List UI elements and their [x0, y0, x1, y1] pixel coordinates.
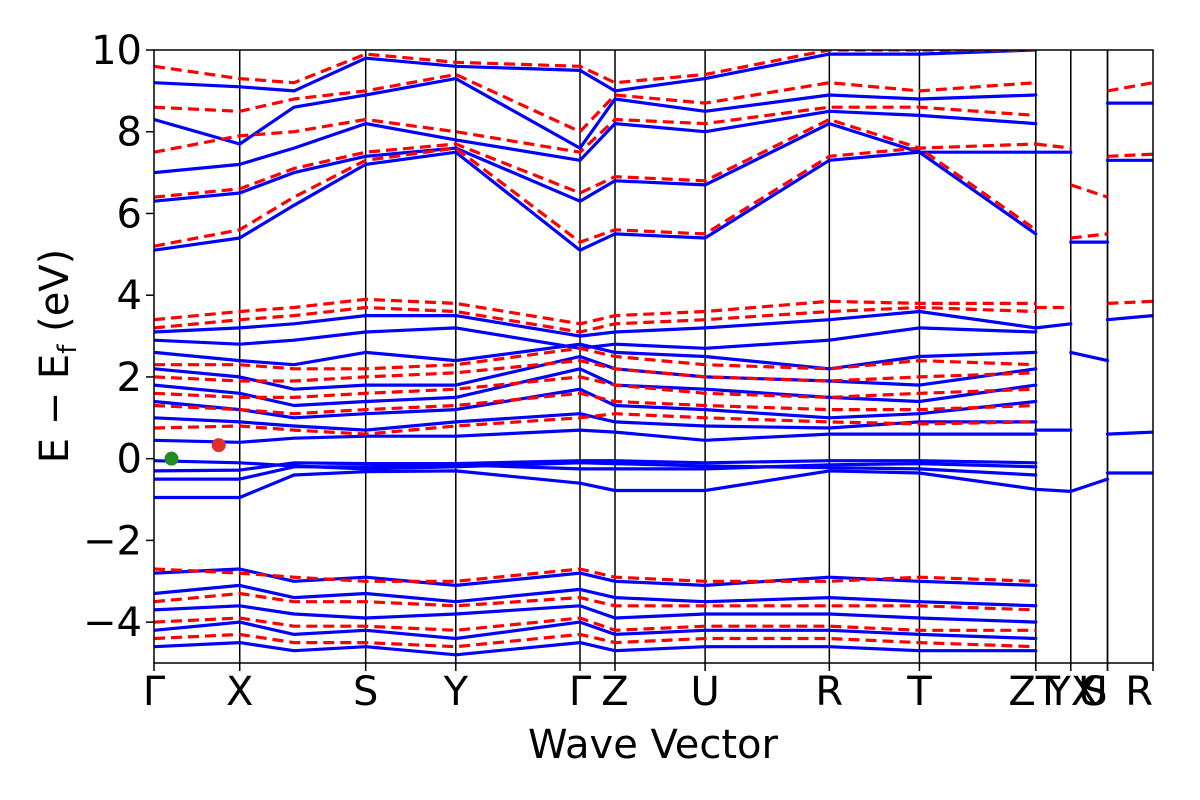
- band-line-dashed: [154, 50, 1036, 85]
- band-line-dashed: [154, 146, 1037, 248]
- band-line-solid: [154, 367, 1038, 408]
- y-tick-label: 6: [117, 191, 142, 237]
- band-line-solid: [1105, 430, 1153, 436]
- markers: [164, 438, 226, 466]
- band-line-solid: [154, 342, 1038, 371]
- y-tick-label: 0: [117, 437, 142, 483]
- x-tick-label: Z: [601, 669, 628, 715]
- band-line-solid: [154, 469, 1038, 500]
- band-line-dashed: [154, 632, 1036, 649]
- band-line-dashed: [1107, 152, 1153, 158]
- x-tick-label: Γ: [143, 669, 166, 715]
- y-tick-label: −4: [83, 600, 142, 646]
- band-line-dashed: [154, 105, 1036, 154]
- band-line-dashed: [154, 591, 1036, 612]
- band-line-dashed: [1107, 81, 1153, 93]
- band-line-solid: [154, 620, 1038, 641]
- band-line-dashed: [154, 72, 1036, 134]
- x-tick-label: X: [1071, 669, 1098, 715]
- cbm-marker: [211, 438, 226, 453]
- band-line-solid: [154, 428, 1038, 444]
- band-line-solid: [154, 412, 1038, 432]
- band-line-solid: [1069, 477, 1110, 493]
- x-tick-label: R: [1125, 669, 1153, 715]
- vbm-marker: [164, 451, 179, 466]
- band-line-solid: [154, 462, 1038, 481]
- band-line-dashed: [154, 117, 1036, 199]
- band-line-dashed: [154, 297, 1036, 326]
- y-tick-label: −2: [83, 518, 142, 564]
- band-line-solid: [1105, 314, 1153, 322]
- bands: [154, 50, 1153, 657]
- y-axis-label-unit: (eV): [32, 249, 78, 345]
- x-tick-label: U: [690, 669, 719, 715]
- band-line-dashed: [1035, 142, 1071, 150]
- x-tick-label: S: [353, 669, 378, 715]
- x-tick-label: Z: [1008, 669, 1035, 715]
- x-tick-label: Y: [1045, 669, 1071, 715]
- y-tick-label: 8: [117, 110, 142, 156]
- band-line-solid: [154, 50, 1038, 93]
- band-line-solid: [154, 122, 1038, 203]
- band-line-dashed: [154, 359, 1036, 383]
- band-line-dashed: [154, 305, 1036, 334]
- band-line-dashed: [154, 616, 1036, 632]
- band-line-solid: [154, 459, 1038, 477]
- y-axis-label-sub: f: [53, 344, 83, 354]
- x-tick-label: U: [1078, 669, 1107, 715]
- band-line-dashed: [154, 346, 1036, 371]
- band-line-solid: [1034, 322, 1073, 330]
- y-axis-label: E − Ef (eV): [32, 249, 83, 464]
- plot-frame: [153, 49, 1154, 664]
- band-line-dashed: [154, 375, 1036, 399]
- band-line-dashed: [154, 391, 1036, 416]
- band-line-dashed: [154, 412, 1036, 436]
- x-axis-label: Wave Vector: [528, 722, 779, 768]
- x-ticks: Γ X S Y Γ Z U R T Z TY XUS R: [143, 663, 1154, 715]
- plot-background: [154, 50, 1153, 663]
- y-axis-label-main: E − E: [32, 354, 78, 464]
- band-line-dashed: [1070, 183, 1109, 199]
- x-tick-label: T: [1035, 669, 1061, 715]
- band-line-solid: [154, 309, 1038, 338]
- x-tick-label: S: [1082, 669, 1107, 715]
- band-line-solid: [154, 604, 1038, 624]
- band-line-dashed: [1107, 299, 1153, 305]
- band-line-solid: [154, 354, 1038, 391]
- band-line-solid: [154, 150, 1038, 252]
- band-line-solid: [154, 583, 1038, 608]
- y-ticks: −4 −2 0 2 4 6 8 10: [83, 28, 154, 646]
- x-tick-label: T: [906, 669, 932, 715]
- y-tick-label: 4: [117, 273, 142, 319]
- x-tick-label: Γ: [569, 669, 592, 715]
- y-tick-label: 2: [117, 355, 142, 401]
- band-line-solid: [1034, 487, 1073, 493]
- x-tick-label: R: [815, 669, 843, 715]
- band-line-solid: [1069, 350, 1110, 363]
- band-line-solid: [154, 77, 1038, 150]
- y-tick-label: 10: [91, 28, 142, 74]
- band-line-dashed: [154, 567, 1036, 583]
- band-line-solid: [154, 109, 1038, 175]
- band-line-solid: [154, 641, 1038, 657]
- x-tick-label: Y: [443, 669, 469, 715]
- x-tick-label: X: [226, 669, 253, 715]
- band-line-solid: [154, 387, 1038, 420]
- band-line-dashed: [1070, 232, 1108, 240]
